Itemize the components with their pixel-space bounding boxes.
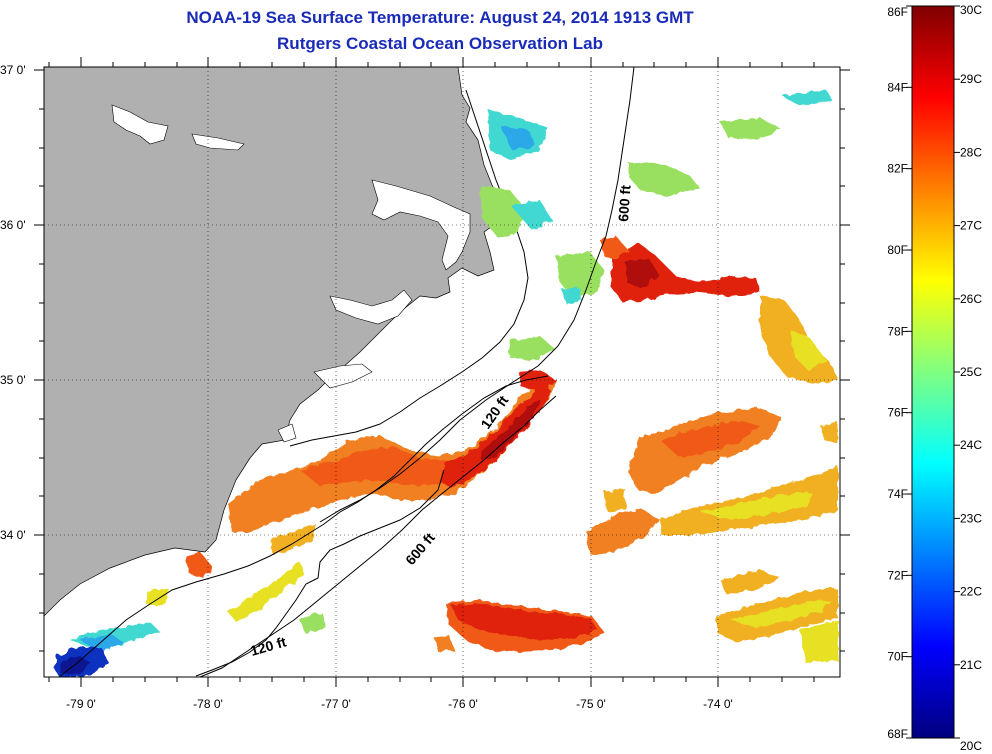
colorbar-gradient [911,5,955,739]
colorbar-f-label: 72F [887,568,908,582]
isobath-label-600ft-north: 600 ft [615,184,634,222]
colorbar-c-label: 22C [960,585,982,599]
colorbar-f-label: 68F [887,727,908,741]
map-title: NOAA-19 Sea Surface Temperature: August … [186,8,694,27]
colorbar-f-label: 80F [887,243,908,257]
axis-ticks [34,57,850,687]
lat-label: 35 0' [0,373,26,387]
colorbar-c-label: 27C [960,219,982,233]
colorbar-c-label: 26C [960,292,982,306]
colorbar-f-label: 84F [887,80,908,94]
lat-label: 34 0' [0,528,26,542]
lat-label: 37 0' [0,63,26,77]
lon-label: -76 0' [448,697,478,711]
coastline-detail [195,469,445,677]
lat-label: 36 0' [0,218,26,232]
map-subtitle: Rutgers Coastal Ocean Observation Lab [277,34,603,53]
colorbar [906,5,960,739]
colorbar-c-label: 20C [960,739,982,753]
colorbar-c-label: 21C [960,658,982,672]
isobaths [59,67,635,677]
map-frame [43,66,841,678]
lon-label: -77 0' [321,697,351,711]
colorbar-f-label: 76F [887,406,908,420]
colorbar-c-label: 24C [960,438,982,452]
isobath-120ft [59,375,549,677]
lon-label: -79 0' [66,697,96,711]
lon-label: -78 0' [193,697,223,711]
colorbar-f-label: 74F [887,487,908,501]
grid-lines [44,67,840,677]
colorbar-c-label: 25C [960,365,982,379]
colorbar-c-label: 23C [960,511,982,525]
colorbar-c-label: 28C [960,145,982,159]
colorbar-c-label: 30C [960,3,982,17]
colorbar-f-label: 86F [887,5,908,19]
lon-label: -75 0' [576,697,606,711]
colorbar-c-label: 29C [960,72,982,86]
isobath-600ft-north [319,67,635,523]
colorbar-f-label: 70F [887,650,908,664]
colorbar-f-label: 82F [887,162,908,176]
lon-label: -74 0' [703,697,733,711]
isobath-600ft-south [199,395,557,677]
colorbar-f-label: 78F [887,324,908,338]
inland-sounds [111,104,471,443]
sst-patches [54,90,838,677]
